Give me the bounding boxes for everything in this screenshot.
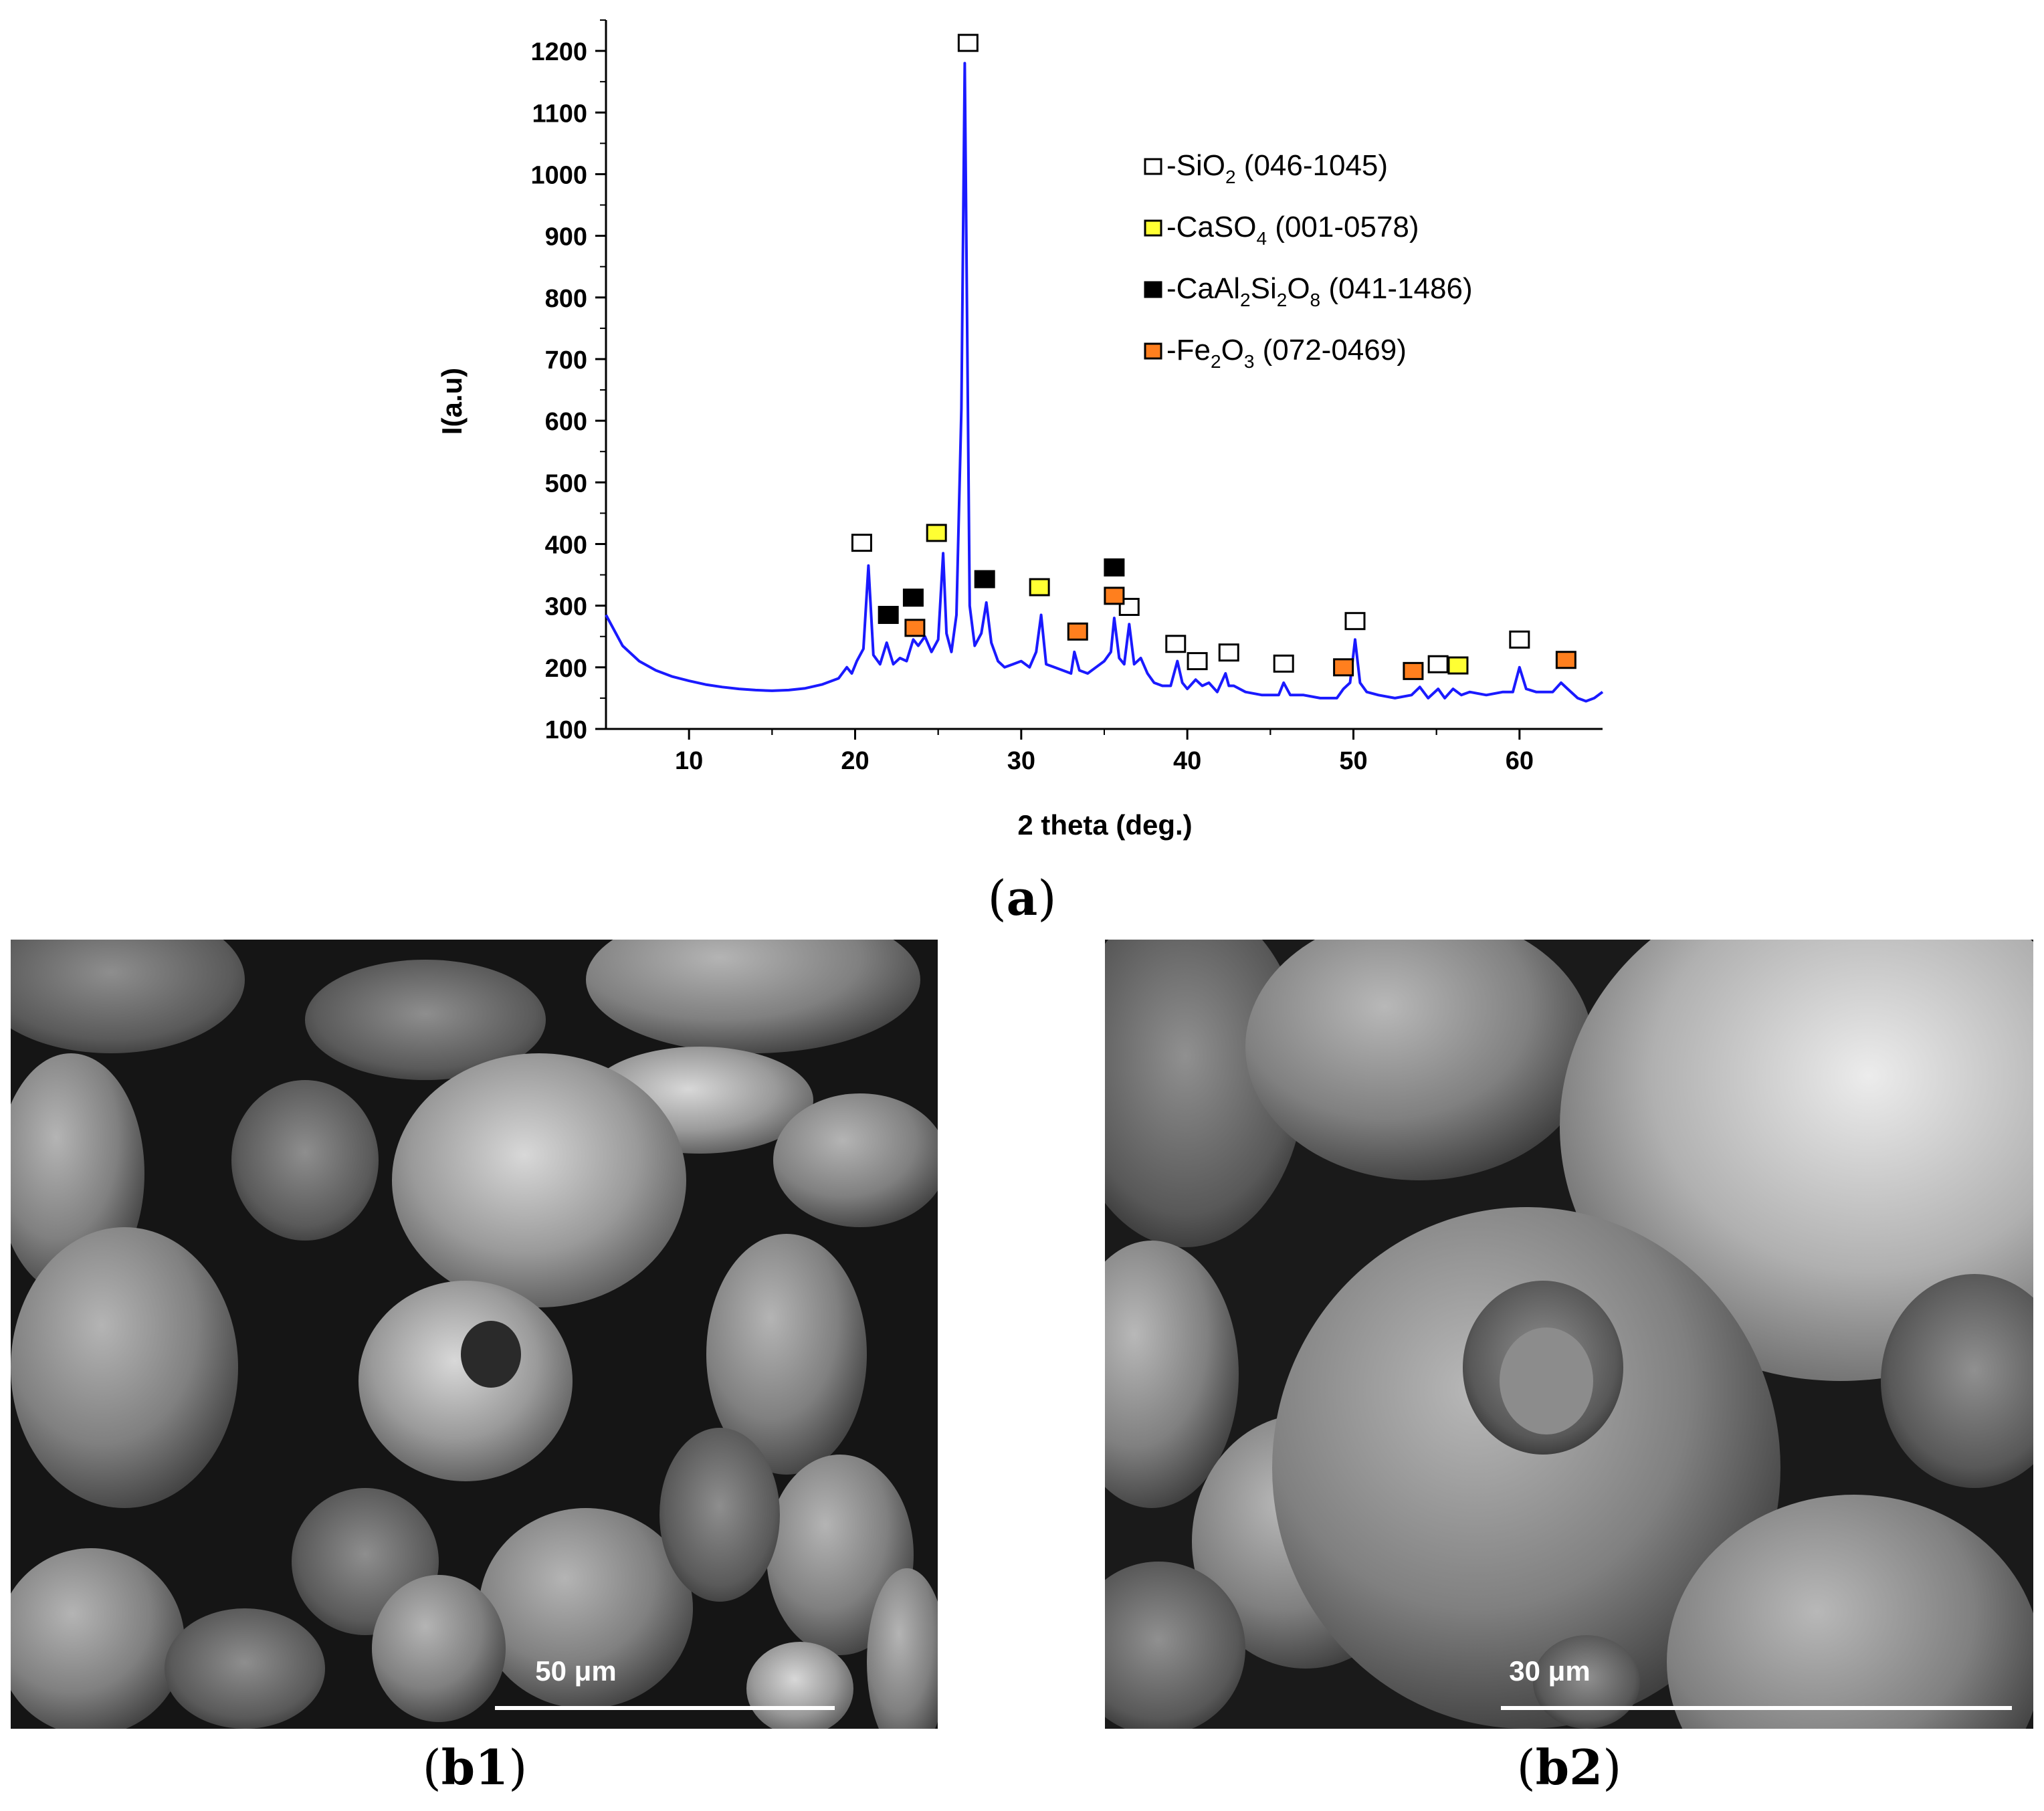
- scale-label-b1: 50 μm: [535, 1655, 617, 1687]
- caption-b2-open: (: [1516, 1739, 1536, 1796]
- legend-marker-yellow-square: [1144, 219, 1162, 237]
- y-tick-label: 500: [545, 469, 587, 498]
- chart-legend: -SiO2 (046-1045) -CaSO4 (001-0578) -CaAl2S…: [1144, 149, 1473, 372]
- xrd-chart: 100 200 300 400 500 600 700 800 900 1000 1100 1200 1…: [436, 19, 1604, 841]
- sem-image-b2: 30 μm: [1105, 940, 2033, 1729]
- chart-axes: [605, 20, 1603, 730]
- phase-marker-sio2: [1118, 597, 1140, 616]
- phase-marker-caso4: [1029, 578, 1050, 597]
- legend-label: -CaSO4 (001-0578): [1166, 211, 1419, 249]
- phase-marker-sio2: [1187, 652, 1208, 671]
- x-tick-label: 40: [1173, 747, 1201, 775]
- x-tick-label: 10: [675, 747, 703, 775]
- caption-a-letter: a: [1006, 869, 1038, 926]
- y-tick-label: 1200: [530, 38, 587, 66]
- caption-b2-letter: b2: [1535, 1739, 1603, 1796]
- phase-marker-caal2si2o8: [902, 589, 924, 607]
- phase-marker-caal2si2o8: [1104, 558, 1125, 577]
- legend-label: -SiO2 (046-1045): [1166, 149, 1388, 187]
- xrd-series-line: [605, 62, 1604, 703]
- y-axis-label: I(a.u): [436, 368, 468, 435]
- phase-marker-sio2: [1165, 635, 1187, 653]
- y-tick-label: 300: [545, 593, 587, 621]
- x-tick-label: 50: [1339, 747, 1367, 775]
- sem-particles-b1: [11, 940, 938, 1729]
- y-tick-label: 900: [545, 223, 587, 251]
- phase-marker-fe2o3: [1333, 658, 1354, 677]
- phase-marker-fe2o3: [1067, 622, 1088, 641]
- x-tick-label: 60: [1506, 747, 1534, 775]
- legend-marker-black-square: [1144, 281, 1162, 298]
- caption-b1-close: ): [508, 1739, 528, 1796]
- y-tick-label: 800: [545, 285, 587, 313]
- y-tick-label: 200: [545, 655, 587, 683]
- y-tick-label: 1100: [532, 100, 587, 128]
- phase-marker-caal2si2o8: [974, 570, 995, 589]
- phase-marker-sio2: [1344, 612, 1366, 631]
- y-tick-label: 600: [545, 408, 587, 436]
- caption-a-close: ): [1037, 870, 1057, 926]
- y-tick-label: 700: [545, 346, 587, 375]
- caption-a: (a): [936, 869, 1108, 926]
- phase-marker-sio2: [957, 33, 979, 52]
- caption-b2-close: ): [1603, 1739, 1622, 1796]
- phase-marker-sio2: [1218, 643, 1239, 662]
- y-tick-label: 1000: [530, 161, 587, 189]
- sem-particles-b2: [1105, 940, 2033, 1729]
- phase-marker-sio2: [1273, 654, 1294, 673]
- legend-label: -Fe2O3 (072-0469): [1166, 334, 1407, 372]
- phase-marker-fe2o3: [904, 619, 926, 637]
- legend-marker-orange-square: [1144, 342, 1162, 360]
- legend-label: -CaAl2Si2O8 (041-1486): [1166, 272, 1473, 310]
- caption-b1: (b1): [375, 1739, 575, 1796]
- phase-marker-caso4: [1447, 656, 1469, 675]
- phase-marker-caal2si2o8: [878, 605, 899, 624]
- caption-b1-open: (: [422, 1739, 441, 1796]
- phase-marker-fe2o3: [1403, 661, 1424, 680]
- y-tick-label: 400: [545, 531, 587, 559]
- sem-image-b1: 50 μm: [11, 940, 938, 1729]
- phase-marker-sio2: [851, 534, 872, 552]
- x-tick-label: 30: [1007, 747, 1035, 775]
- scale-bar-b1: [495, 1706, 835, 1710]
- phase-marker-sio2: [1427, 655, 1449, 673]
- y-tick-label: 100: [545, 716, 587, 744]
- caption-a-open: (: [987, 870, 1007, 926]
- phase-marker-fe2o3: [1555, 651, 1576, 669]
- caption-b1-letter: b1: [441, 1739, 509, 1796]
- x-tick-label: 20: [841, 747, 869, 775]
- caption-b2: (b2): [1469, 1739, 1669, 1796]
- axis-ticks: 100 200 300 400 500 600 700 800 900 1000 1100 1200 1…: [530, 19, 1534, 775]
- phase-marker-fe2o3: [1104, 587, 1125, 605]
- phase-marker-sio2: [1509, 630, 1530, 649]
- phase-markers: [851, 33, 1576, 680]
- phase-marker-caso4: [926, 524, 947, 542]
- x-axis-label: 2 theta (deg.): [1017, 809, 1192, 841]
- legend-marker-open-square: [1144, 158, 1162, 175]
- scale-label-b2: 30 μm: [1509, 1655, 1591, 1687]
- scale-bar-b2: [1501, 1706, 2012, 1710]
